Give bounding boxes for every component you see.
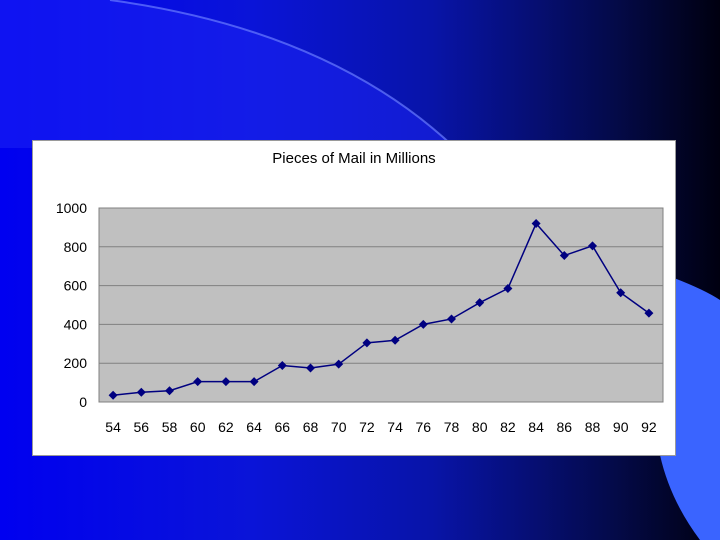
chart-title: Pieces of Mail in Millions bbox=[272, 150, 436, 167]
y-axis-ticks: 0 200 400 600 800 1000 bbox=[56, 200, 87, 410]
data-point-marker bbox=[165, 386, 174, 396]
data-point-marker bbox=[108, 390, 118, 400]
x-tick-label: 76 bbox=[416, 419, 432, 435]
x-tick-label: 88 bbox=[585, 419, 601, 435]
data-point-marker bbox=[503, 284, 513, 294]
x-tick-label: 70 bbox=[331, 419, 347, 435]
data-point-marker bbox=[616, 288, 626, 298]
x-tick-label: 80 bbox=[472, 419, 488, 435]
plot-area bbox=[98, 207, 664, 403]
y-tick-label: 400 bbox=[64, 316, 88, 332]
y-tick-label: 0 bbox=[79, 394, 87, 410]
background-arc bbox=[0, 0, 455, 148]
x-tick-label: 56 bbox=[134, 419, 150, 435]
x-tick-label: 78 bbox=[444, 419, 460, 435]
line-chart: 0 200 400 600 800 1000 54 56 58 60 62 64 66 68 70 72 74… bbox=[56, 200, 664, 435]
data-point-marker bbox=[475, 298, 485, 308]
data-point-marker bbox=[221, 377, 231, 387]
y-tick-label: 200 bbox=[64, 355, 88, 371]
data-point-marker bbox=[193, 377, 203, 387]
chart-panel: Pieces of Mail in Millions 0 200 400 600 800… bbox=[32, 140, 676, 456]
data-point-marker bbox=[334, 359, 344, 369]
data-point-marker bbox=[559, 251, 569, 261]
background-arc-highlight bbox=[109, 0, 456, 149]
data-point-marker bbox=[588, 241, 597, 251]
data-point-marker bbox=[644, 308, 654, 318]
x-tick-label: 60 bbox=[190, 419, 206, 435]
data-point-marker bbox=[447, 314, 456, 324]
data-point-marker bbox=[418, 319, 428, 329]
series-group bbox=[108, 219, 654, 400]
x-tick-label: 72 bbox=[359, 419, 375, 435]
x-tick-label: 66 bbox=[275, 419, 291, 435]
x-tick-label: 54 bbox=[105, 419, 121, 435]
y-tick-label: 1000 bbox=[56, 200, 87, 216]
data-point-marker bbox=[390, 335, 400, 345]
x-tick-label: 82 bbox=[500, 419, 516, 435]
x-axis-ticks: 54 56 58 60 62 64 66 68 70 72 74 76 78 80 82 84 86 88 90 92 bbox=[105, 419, 657, 435]
x-tick-label: 84 bbox=[528, 419, 544, 435]
data-point-marker bbox=[531, 219, 541, 229]
x-tick-label: 58 bbox=[162, 419, 178, 435]
gridlines bbox=[99, 246, 663, 364]
data-point-marker bbox=[362, 338, 372, 348]
x-tick-label: 68 bbox=[303, 419, 319, 435]
y-tick-label: 800 bbox=[64, 239, 88, 255]
series-line bbox=[113, 222, 650, 396]
x-tick-label: 74 bbox=[387, 419, 403, 435]
data-point-marker bbox=[136, 387, 146, 397]
x-tick-label: 86 bbox=[557, 419, 573, 435]
y-tick-label: 600 bbox=[64, 278, 88, 294]
x-tick-label: 64 bbox=[246, 419, 262, 435]
x-tick-label: 62 bbox=[218, 419, 234, 435]
x-tick-label: 90 bbox=[613, 419, 629, 435]
x-tick-label: 92 bbox=[641, 419, 657, 435]
data-point-marker bbox=[249, 377, 259, 387]
data-point-marker bbox=[306, 363, 315, 373]
data-point-marker bbox=[277, 361, 287, 371]
